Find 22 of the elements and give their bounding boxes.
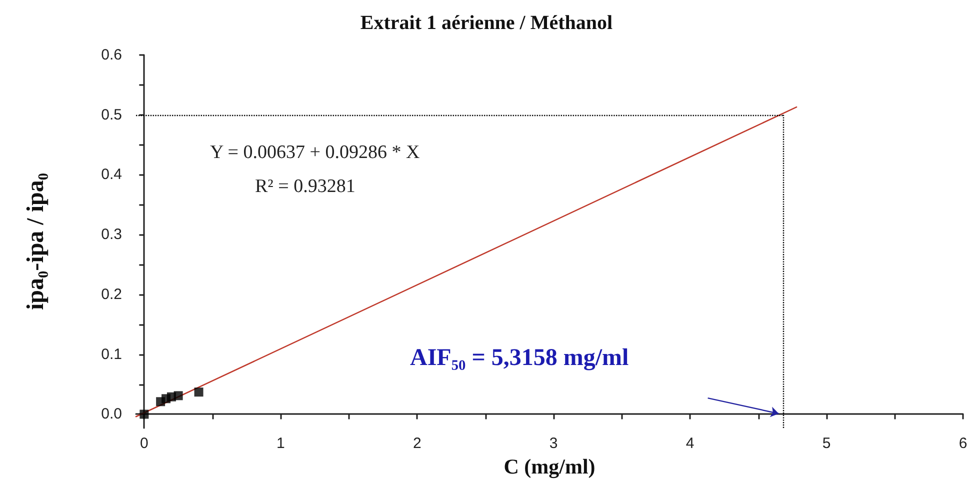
x-tick-label: 0: [140, 435, 148, 452]
x-tick-label: 5: [822, 435, 831, 452]
x-tick-label: 6: [958, 435, 968, 452]
y-tick-label: 0.5: [101, 106, 122, 124]
x-tick-label: 4: [686, 435, 694, 452]
y-axis-title: ipa₀-ipa / ipa₀: [23, 172, 49, 310]
y-tick-label: 0.6: [101, 46, 122, 64]
y-tick-label: 0.4: [101, 166, 122, 184]
x-tick-label: 3: [549, 435, 558, 452]
y-tick-label: 0.2: [101, 286, 122, 303]
annotation: R² = 0.93281: [255, 176, 356, 197]
annotation: AIF₅₀ = 5,3158 mg/ml: [410, 345, 630, 371]
x-tick-label: 1: [276, 435, 285, 452]
point: [174, 391, 183, 400]
y-tick-label: 0.3: [101, 226, 122, 244]
x-tick-label: 2: [412, 435, 422, 452]
annotation: Y = 0.00637 + 0.09286 * X: [210, 142, 420, 163]
point: [194, 388, 204, 397]
x-axis-title: C (mg/ml): [504, 454, 596, 478]
y-tick-label: 0.1: [101, 346, 122, 363]
chart-title: Extrait 1 aérienne / Méthanol: [360, 12, 614, 34]
y-tick-label: 0.0: [101, 406, 122, 423]
